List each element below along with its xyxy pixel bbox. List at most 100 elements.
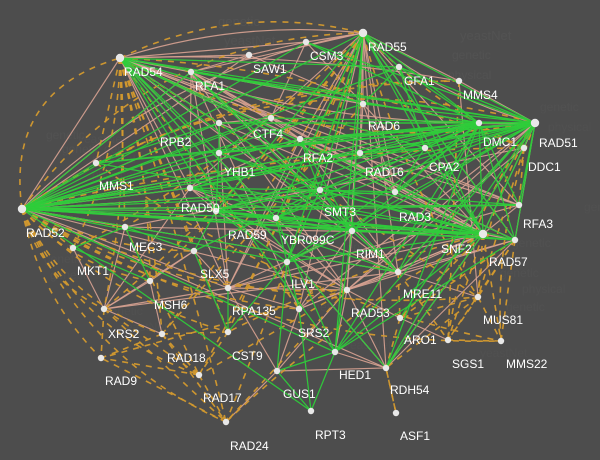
edge-physical [276, 308, 300, 372]
edge-coexpression [215, 210, 288, 263]
edge-coexpression [189, 122, 536, 189]
graph-node-yhb1[interactable] [215, 149, 223, 157]
node-label-rad52: RAD52 [26, 226, 65, 240]
graph-node-rad50[interactable] [186, 184, 194, 192]
edge-coexpression [286, 230, 353, 263]
graph-node-rad57[interactable] [511, 236, 519, 244]
graph-node-msh6[interactable] [146, 277, 154, 285]
node-label-srs2: SRS2 [298, 326, 330, 340]
graph-node-ddc1[interactable] [520, 144, 528, 152]
graph-node-aro1[interactable] [396, 314, 404, 322]
node-label-snf2: SNF2 [441, 242, 472, 256]
graph-node-ilv1[interactable] [283, 258, 291, 266]
edge-genetic [19, 57, 121, 210]
graph-node-csm3[interactable] [302, 38, 310, 46]
edge-coexpression [21, 32, 364, 210]
edge-coexpression [286, 261, 300, 310]
node-label-gfa1: GFA1 [404, 74, 435, 88]
graph-node-hed1[interactable] [331, 348, 339, 356]
graph-node-rad9[interactable] [97, 354, 105, 362]
node-group[interactable] [17, 28, 540, 426]
graph-node-mkt1[interactable] [69, 244, 77, 252]
graph-node-rad17[interactable] [195, 371, 203, 379]
graph-node-mus81[interactable] [474, 293, 482, 301]
graph-node-rad16[interactable] [356, 149, 364, 157]
graph-node-gus1[interactable] [273, 367, 281, 375]
edge-coexpression [478, 122, 484, 235]
graph-node-saw1[interactable] [245, 51, 253, 59]
graph-node-mms1[interactable] [92, 159, 100, 167]
graph-node-rad24[interactable] [222, 418, 230, 426]
edge-coexpression [334, 230, 353, 353]
graph-node-cst9[interactable] [224, 328, 232, 336]
node-label-rad57: RAD57 [489, 255, 528, 269]
graph-node-ctf4[interactable] [267, 114, 275, 122]
graph-node-mec3[interactable] [121, 223, 129, 231]
graph-node-rdh54[interactable] [382, 364, 390, 372]
edge-genetic [225, 233, 484, 423]
edge-coexpression [398, 66, 536, 124]
graph-node-rad18[interactable] [158, 330, 166, 338]
edge-genetic [227, 233, 484, 333]
graph-node-srs2[interactable] [295, 305, 303, 313]
edge-genetic [385, 317, 401, 369]
edge-coexpression [72, 247, 151, 282]
edge-coexpression [21, 208, 336, 353]
graph-node-mms4[interactable] [455, 77, 463, 85]
graph-node-cpa2[interactable] [421, 144, 429, 152]
graph-node-rad54[interactable] [115, 53, 125, 63]
graph-node-rfa2[interactable] [296, 135, 304, 143]
graph-node-rad53[interactable] [343, 286, 351, 294]
graph-node-rpt3[interactable] [307, 407, 315, 415]
graph-node-rfa1[interactable] [187, 68, 195, 76]
edge-genetic [21, 208, 200, 376]
edge-coexpression [275, 32, 364, 219]
edge-genetic [161, 32, 364, 335]
edge-physical [227, 233, 484, 289]
graph-node-rpa135[interactable] [224, 284, 232, 292]
graph-node-rad55[interactable] [358, 28, 368, 38]
edge-genetic [447, 80, 460, 341]
graph-node-mre11[interactable] [394, 268, 402, 276]
graph-node-rad52[interactable] [17, 204, 27, 214]
edge-coexpression [319, 189, 520, 206]
graph-node-ybr099c[interactable] [272, 214, 280, 222]
edge-physical [149, 280, 163, 335]
edge-coexpression [351, 230, 516, 241]
graph-node-rim1[interactable] [348, 227, 356, 235]
edge-genetic [21, 208, 348, 292]
graph-node-rfa3[interactable] [515, 201, 523, 209]
graph-node-smt3[interactable] [316, 186, 324, 194]
graph-node-rad6[interactable] [359, 100, 367, 108]
graph-node-slx5[interactable] [190, 247, 198, 255]
graph-node-sgs1[interactable] [444, 336, 452, 344]
graph-node-snf2[interactable] [478, 229, 488, 239]
edge-physical [248, 41, 307, 56]
graph-node-rad51[interactable] [530, 118, 540, 128]
edge-physical [119, 57, 229, 289]
node-label-rad55: RAD55 [368, 40, 407, 54]
graph-node-asf1[interactable] [392, 409, 400, 417]
edge-coexpression [119, 57, 336, 353]
graph-node-gfa1[interactable] [395, 63, 403, 71]
edge-physical [346, 289, 401, 319]
node-label-rfa1: RFA1 [195, 79, 226, 93]
edge-genetic [103, 32, 364, 310]
edge-coexpression [334, 239, 516, 353]
edge-coexpression [351, 32, 364, 232]
graph-node-rpb2[interactable] [215, 119, 223, 127]
graph-node-rad59[interactable] [212, 207, 220, 215]
edge-coexpression [310, 351, 336, 412]
edge-genetic [100, 308, 105, 359]
graph-node-xrs2[interactable] [100, 305, 108, 313]
node-label-rad51: RAD51 [539, 136, 578, 150]
graph-node-rad3[interactable] [391, 188, 399, 196]
edge-coexpression [359, 122, 480, 154]
edge-genetic [399, 296, 479, 319]
graph-node-dmc1[interactable] [475, 119, 483, 127]
edge-coexpression [21, 191, 396, 210]
graph-node-mms22[interactable] [497, 337, 505, 345]
edge-coexpression [482, 122, 536, 235]
